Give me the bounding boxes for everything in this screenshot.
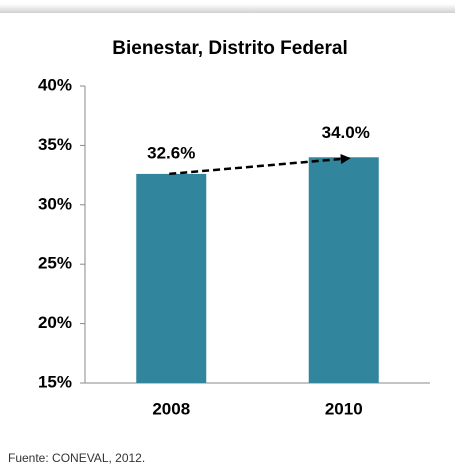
y-tick-label: 20% xyxy=(38,313,72,332)
x-tick-label: 2010 xyxy=(325,399,363,418)
y-tick-label: 15% xyxy=(38,372,72,391)
bar xyxy=(308,157,379,383)
y-tick-label: 35% xyxy=(38,135,72,154)
y-tick-label: 30% xyxy=(38,194,72,213)
y-tick-label: 40% xyxy=(38,75,72,94)
value-label: 32.6% xyxy=(147,143,195,162)
top-shade xyxy=(0,4,455,13)
chart-title: Bienestar, Distrito Federal xyxy=(112,38,347,59)
y-tick-label: 25% xyxy=(38,254,72,273)
x-tick-label: 2008 xyxy=(152,399,190,418)
trend-arrow xyxy=(169,153,351,176)
source: Fuente: CONEVAL, 2012. xyxy=(8,451,145,465)
bar xyxy=(136,173,207,383)
value-label: 34.0% xyxy=(322,123,370,142)
